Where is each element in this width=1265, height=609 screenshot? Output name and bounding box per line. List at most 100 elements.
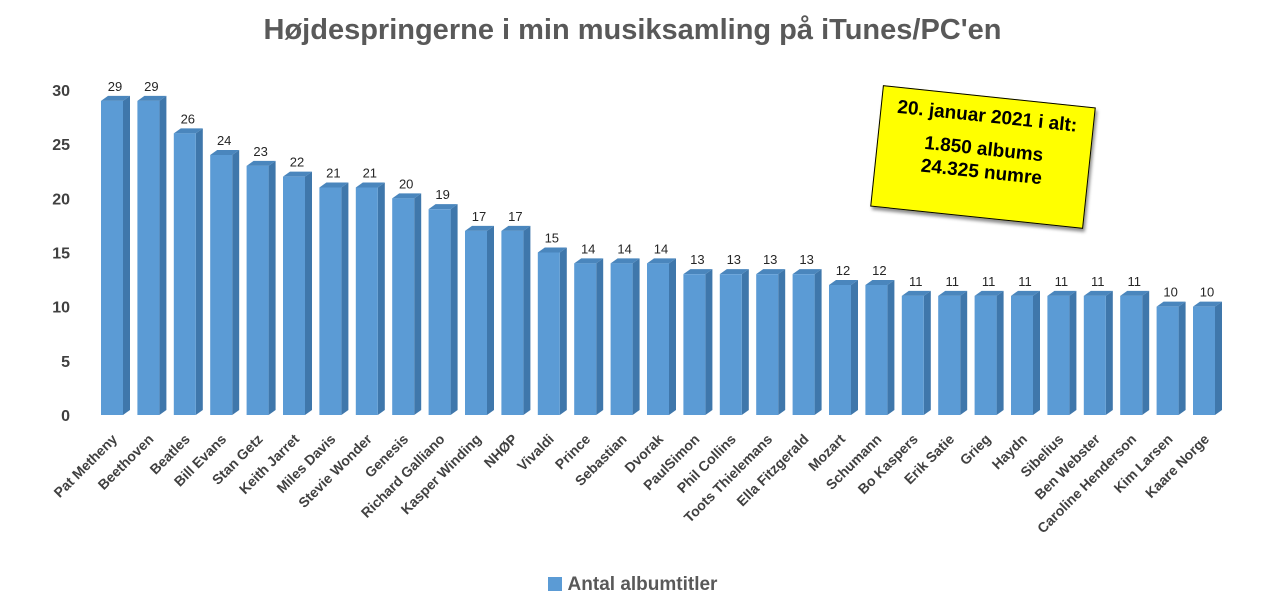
bar-side (778, 269, 786, 415)
bar-front (537, 252, 560, 415)
bar-front (319, 187, 342, 415)
y-axis: 0 5 10 15 20 25 30 (52, 83, 70, 425)
bar-top (574, 258, 604, 264)
bar-side (1033, 290, 1040, 415)
legend: Antal albumtitler (0, 574, 1265, 596)
bar-side (450, 204, 458, 415)
bar-top (829, 280, 858, 285)
legend-swatch (547, 577, 562, 591)
bar (792, 269, 822, 415)
bar-side (1178, 301, 1186, 415)
bar-front (647, 263, 669, 415)
data-label: 11 (1055, 274, 1069, 289)
bar-side (195, 128, 203, 416)
bar-top (683, 269, 713, 275)
x-tick-label: Grieg (957, 431, 994, 468)
bar-side (705, 269, 713, 415)
bar-front (974, 295, 997, 415)
bar-front (610, 263, 633, 415)
bar-top (428, 204, 458, 210)
data-label: 14 (654, 241, 668, 256)
bar-side (632, 258, 640, 415)
data-label: 19 (435, 187, 449, 202)
bar-side (123, 95, 130, 415)
bars (101, 95, 1222, 416)
data-label: 13 (690, 252, 704, 267)
bar-side (414, 193, 422, 415)
bar-top (246, 160, 276, 166)
data-label: 11 (1018, 274, 1032, 289)
bar-front (137, 100, 160, 415)
bar (756, 269, 786, 415)
bar-top (719, 269, 749, 275)
bar-side (669, 258, 676, 415)
x-tick-label: Vivaldi (514, 431, 557, 474)
bar-side (596, 258, 604, 415)
bar-front (1083, 295, 1106, 415)
data-label: 11 (982, 274, 996, 289)
bar-top (1047, 290, 1077, 296)
bar (938, 290, 968, 415)
bar-top (1193, 301, 1222, 307)
bar-top (1011, 290, 1040, 296)
data-label: 14 (617, 241, 631, 256)
bar-front (210, 155, 233, 415)
data-label: 13 (799, 252, 813, 267)
bar-side (268, 160, 276, 415)
bar (392, 193, 422, 415)
bar-side (305, 171, 312, 415)
bar-side (851, 280, 858, 415)
data-label: 20 (399, 176, 413, 191)
bar-top (938, 290, 968, 296)
data-label: 23 (253, 144, 267, 159)
data-label: 12 (836, 263, 850, 278)
bar-front (283, 176, 305, 415)
x-tick-label: NHØP (481, 431, 521, 471)
bar (1011, 290, 1040, 415)
bar-side (559, 247, 567, 415)
bar (283, 171, 312, 415)
bar-front (428, 209, 451, 415)
bar-front (1047, 295, 1070, 415)
bar-front (392, 198, 415, 415)
bar-top (792, 269, 822, 275)
y-tick-label: 30 (52, 83, 70, 100)
bar-side (887, 280, 895, 415)
bar-front (501, 230, 524, 415)
bar-side (1142, 290, 1150, 415)
bar (1193, 301, 1222, 415)
bar-front (574, 263, 597, 415)
data-label: 11 (1127, 274, 1141, 289)
data-label: 11 (1091, 274, 1105, 289)
bar-front (719, 274, 742, 415)
bar-front (756, 274, 779, 415)
bar-front (792, 274, 815, 415)
bar-front (829, 285, 851, 415)
bar-top (101, 95, 130, 101)
bar-side (377, 182, 385, 415)
data-label: 29 (108, 79, 122, 94)
data-label: 11 (909, 274, 923, 289)
y-tick-label: 20 (52, 191, 70, 208)
data-label: 17 (472, 209, 486, 224)
bar-side (960, 290, 968, 415)
data-label: 21 (363, 166, 377, 181)
bar-front (355, 187, 378, 415)
y-tick-label: 25 (52, 137, 70, 154)
bar (173, 128, 203, 416)
bar-front (465, 230, 487, 415)
bar-top (319, 182, 349, 188)
bar-side (996, 290, 1004, 415)
bar (574, 258, 604, 415)
bar-top (865, 280, 895, 285)
bar (537, 247, 567, 415)
bar (137, 95, 167, 415)
bar-top (647, 258, 676, 264)
bar (610, 258, 640, 415)
bar (1156, 301, 1186, 415)
bar (319, 182, 349, 415)
data-label: 13 (763, 252, 777, 267)
bar-top (756, 269, 786, 275)
